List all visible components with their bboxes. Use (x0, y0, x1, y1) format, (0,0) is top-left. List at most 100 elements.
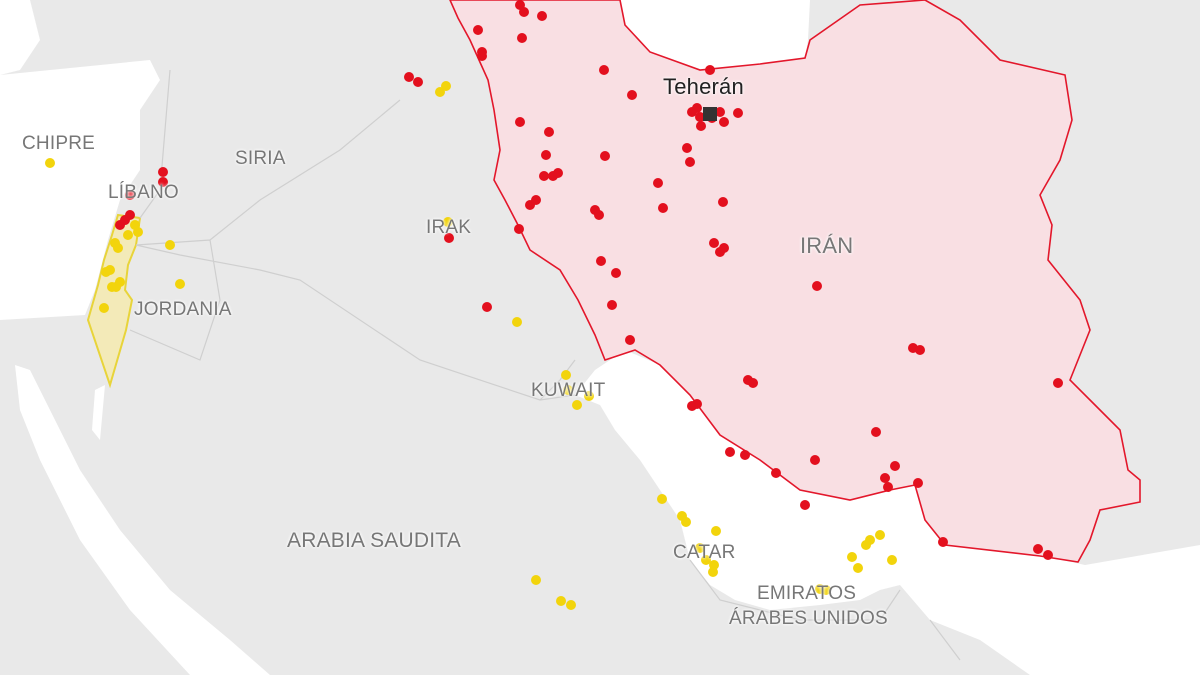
red-point[interactable] (733, 108, 743, 118)
label-iran: IRÁN (800, 233, 854, 258)
yellow-point[interactable] (821, 585, 831, 595)
yellow-point[interactable] (45, 158, 55, 168)
yellow-point[interactable] (681, 517, 691, 527)
yellow-point[interactable] (847, 552, 857, 562)
red-point[interactable] (748, 378, 758, 388)
red-point[interactable] (482, 302, 492, 312)
red-point[interactable] (812, 281, 822, 291)
yellow-point[interactable] (531, 575, 541, 585)
red-point[interactable] (718, 197, 728, 207)
red-point[interactable] (158, 167, 168, 177)
red-point[interactable] (913, 478, 923, 488)
red-point[interactable] (611, 268, 621, 278)
yellow-point[interactable] (556, 596, 566, 606)
yellow-point[interactable] (695, 543, 705, 553)
red-point[interactable] (705, 65, 715, 75)
red-point[interactable] (715, 107, 725, 117)
red-point[interactable] (692, 103, 702, 113)
iran-region[interactable] (449, 0, 1141, 563)
red-point[interactable] (539, 171, 549, 181)
red-point[interactable] (740, 450, 750, 460)
red-point[interactable] (537, 11, 547, 21)
red-point[interactable] (658, 203, 668, 213)
red-point[interactable] (158, 177, 168, 187)
red-point[interactable] (404, 72, 414, 82)
red-point[interactable] (627, 90, 637, 100)
yellow-point[interactable] (561, 370, 571, 380)
red-point[interactable] (599, 65, 609, 75)
yellow-point[interactable] (441, 81, 451, 91)
red-point[interactable] (685, 157, 695, 167)
yellow-point[interactable] (572, 400, 582, 410)
red-point[interactable] (653, 178, 663, 188)
label-cyprus: CHIPRE (22, 133, 95, 154)
red-point[interactable] (473, 25, 483, 35)
red-point[interactable] (515, 117, 525, 127)
red-point[interactable] (883, 482, 893, 492)
red-point[interactable] (531, 195, 541, 205)
red-point[interactable] (871, 427, 881, 437)
red-point[interactable] (709, 238, 719, 248)
yellow-point[interactable] (512, 317, 522, 327)
red-point[interactable] (553, 168, 563, 178)
red-point[interactable] (607, 300, 617, 310)
red-point[interactable] (1053, 378, 1063, 388)
red-point[interactable] (413, 77, 423, 87)
yellow-point[interactable] (865, 535, 875, 545)
red-point[interactable] (477, 51, 487, 61)
red-point[interactable] (810, 455, 820, 465)
caspian-sea (620, 0, 810, 70)
red-point[interactable] (915, 345, 925, 355)
red-point[interactable] (1033, 544, 1043, 554)
red-point[interactable] (519, 7, 529, 17)
yellow-point[interactable] (175, 279, 185, 289)
red-point[interactable] (596, 256, 606, 266)
yellow-point[interactable] (123, 230, 133, 240)
red-point[interactable] (719, 243, 729, 253)
yellow-point[interactable] (165, 240, 175, 250)
yellow-point[interactable] (708, 567, 718, 577)
yellow-point[interactable] (113, 243, 123, 253)
red-point[interactable] (725, 447, 735, 457)
red-point[interactable] (800, 500, 810, 510)
yellow-point[interactable] (443, 217, 453, 227)
yellow-point[interactable] (563, 385, 573, 395)
red-point[interactable] (444, 233, 454, 243)
red-point[interactable] (125, 190, 135, 200)
red-point[interactable] (544, 127, 554, 137)
red-point[interactable] (541, 150, 551, 160)
label-uae-line1: EMIRATOS (757, 583, 857, 604)
red-point[interactable] (696, 121, 706, 131)
yellow-point[interactable] (115, 277, 125, 287)
red-point[interactable] (938, 537, 948, 547)
red-point[interactable] (517, 33, 527, 43)
yellow-point[interactable] (853, 563, 863, 573)
yellow-point[interactable] (133, 227, 143, 237)
mediterranean-sea (0, 0, 160, 320)
red-point[interactable] (719, 117, 729, 127)
red-point[interactable] (125, 210, 135, 220)
red-point[interactable] (1043, 550, 1053, 560)
yellow-point[interactable] (105, 265, 115, 275)
red-point[interactable] (682, 143, 692, 153)
yellow-point[interactable] (657, 494, 667, 504)
yellow-point[interactable] (701, 555, 711, 565)
red-point[interactable] (625, 335, 635, 345)
red-point[interactable] (594, 210, 604, 220)
red-point[interactable] (880, 473, 890, 483)
red-point[interactable] (514, 224, 524, 234)
red-point[interactable] (695, 112, 705, 122)
red-point[interactable] (600, 151, 610, 161)
persian-gulf (575, 350, 1200, 675)
yellow-point[interactable] (566, 600, 576, 610)
yellow-point[interactable] (711, 526, 721, 536)
yellow-point[interactable] (875, 530, 885, 540)
red-point[interactable] (771, 468, 781, 478)
yellow-point[interactable] (584, 391, 594, 401)
red-point[interactable] (890, 461, 900, 471)
red-point[interactable] (692, 399, 702, 409)
yellow-point[interactable] (99, 303, 109, 313)
yellow-point[interactable] (887, 555, 897, 565)
